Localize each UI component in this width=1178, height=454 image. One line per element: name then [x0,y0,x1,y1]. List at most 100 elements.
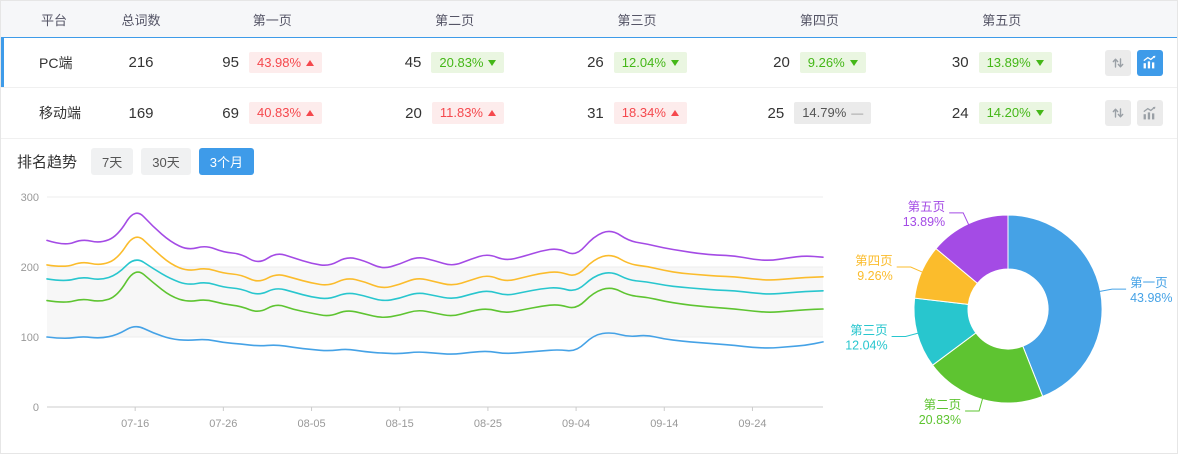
series-line-第五页 [46,212,824,269]
page-4-cell: 20 9.26% [728,51,910,74]
col-header-page5: 第五页 [982,12,1022,28]
compare-sort-button[interactable] [1104,100,1131,126]
trend-tab-2[interactable]: 30天 [141,147,191,175]
change-badge: 13.89% [978,51,1052,74]
donut-slice-label: 第二页 20.83% [918,398,960,427]
page-3-cell: 26 12.04% [546,51,728,74]
page-2-cell: 20 11.83% [363,102,545,124]
series-line-第四页 [46,236,824,289]
trend-tab-3[interactable]: 3个月 [198,147,254,175]
compare-sort-button[interactable] [1104,49,1131,76]
col-header-total: 总词数 [121,12,161,28]
trend-header: 排名趋势 7天 30天 3个月 [1,139,1177,183]
keyword-count: 69 [222,104,239,122]
page-3-cell: 31 18.34% [546,102,728,124]
show-trend-chart-button[interactable] [1136,49,1163,76]
change-percent: 43.98% [256,54,302,70]
change-percent: 18.34% [621,105,666,121]
sort-arrows-icon [1112,108,1124,118]
down-arrow-icon [670,59,679,66]
y-axis-tick-label: 200 [21,262,39,274]
donut-label-leader-line [948,212,969,225]
up-arrow-icon [306,59,315,66]
donut-slice-label: 第三页 12.04% [845,324,887,353]
x-axis-tick-label: 08-15 [386,418,414,430]
up-arrow-icon [488,110,496,116]
change-badge: 40.83% [248,102,323,124]
change-percent: 9.26% [807,54,845,70]
keyword-count: 26 [587,54,604,71]
x-axis-tick-label: 08-05 [297,418,325,430]
up-arrow-icon [306,110,315,116]
down-arrow-icon [488,59,497,66]
change-badge: 9.26% [799,51,866,74]
trend-title: 排名趋势 [17,153,78,171]
change-badge: 12.04% [613,51,687,74]
row-actions [1093,49,1177,76]
change-percent: 14.20% [986,105,1031,121]
change-percent: 13.89% [986,54,1031,70]
donut-slice-第一页[interactable] [1007,214,1103,398]
sort-arrows-icon [1112,57,1124,68]
page-1-cell: 69 40.83% [181,102,363,124]
x-axis-tick-label: 07-26 [209,418,237,430]
change-percent: 11.83% [439,105,483,121]
page-2-cell: 45 20.83% [363,51,545,74]
table-body: PC端 216 95 43.98% 45 20.83% 26 12.04% 20 9.26% 30 1… [1,37,1177,139]
x-axis-tick-label: 08-25 [474,418,502,430]
col-header-page4: 第四页 [799,12,839,28]
change-badge: 43.98% [248,51,323,74]
keyword-count: 20 [405,104,422,122]
page-distribution-donut-chart: 第一页 43.98% 第二页 20.83% 第三页 12.04% 第四页 9.26% 第五页 13… [845,200,1172,427]
row-actions [1093,100,1177,126]
series-line-第三页 [46,259,824,302]
platform-label: 移动端 [39,105,81,121]
change-badge: 14.79% — [794,102,872,124]
trend-tab-1[interactable]: 7天 [91,147,134,175]
change-percent: 40.83% [256,105,302,121]
down-arrow-icon [1035,59,1044,66]
series-line-第一页 [46,325,824,355]
trend-line-chart: 0 100 200 300 07-16 07-26 08-05 08-15 08-25 09-04… [21,192,824,430]
donut-slice-第二页[interactable] [931,332,1043,404]
table-header: 平台 总词数 第一页 第二页 第三页 第四页 第五页 [1,1,1177,37]
donut-slice-第五页[interactable] [934,214,1009,285]
change-badge: 14.20% [978,102,1052,124]
x-axis-tick-label: 09-14 [650,418,678,430]
charts-row: 0 100 200 300 07-16 07-26 08-05 08-15 08-25 09-04… [1,183,1177,441]
keyword-count: 31 [587,104,604,122]
col-header-platform: 平台 [41,12,68,28]
change-badge: 18.34% [613,102,687,124]
table-row-platform-1[interactable]: PC端 216 95 43.98% 45 20.83% 26 12.04% 20 9.26% 30 1… [1,37,1177,88]
keyword-count: 30 [951,54,969,71]
down-arrow-icon [849,59,858,66]
change-badge: 20.83% [431,51,505,74]
x-axis-tick-label: 09-24 [738,418,766,430]
page-1-cell: 95 43.98% [181,51,363,74]
change-percent: 14.79% [802,105,847,121]
down-arrow-icon [1035,110,1044,116]
donut-slice-label: 第一页 43.98% [1130,276,1172,305]
show-trend-chart-button[interactable] [1136,100,1163,126]
series-line-第二页 [46,271,824,319]
y-axis-tick-label: 300 [21,192,39,204]
change-percent: 20.83% [439,54,484,70]
y-axis-tick-label: 0 [33,402,39,414]
change-badge: 11.83% [431,102,504,124]
total-keywords-value: 169 [128,104,154,122]
flat-dash-icon: — [851,105,864,120]
keyword-count: 24 [951,104,969,122]
donut-slice-label: 第五页 13.89% [902,200,944,229]
table-row-platform-2[interactable]: 移动端 169 69 40.83% 20 11.83% 31 18.34% 25 14.79% —2… [1,88,1177,139]
col-header-page3: 第三页 [617,12,657,28]
donut-slice-label: 第四页 9.26% [855,254,893,283]
total-keywords-value: 216 [128,54,154,71]
trend-chart-icon [1143,106,1156,119]
donut-label-leader-line [1098,288,1126,292]
col-header-page2: 第二页 [435,12,475,28]
page-5-cell: 30 13.89% [911,51,1093,74]
trend-range-tabs: 7天 30天 3个月 [91,147,254,175]
change-percent: 12.04% [621,54,666,70]
keyword-count: 45 [404,54,422,71]
x-axis-tick-label: 07-16 [121,418,149,430]
